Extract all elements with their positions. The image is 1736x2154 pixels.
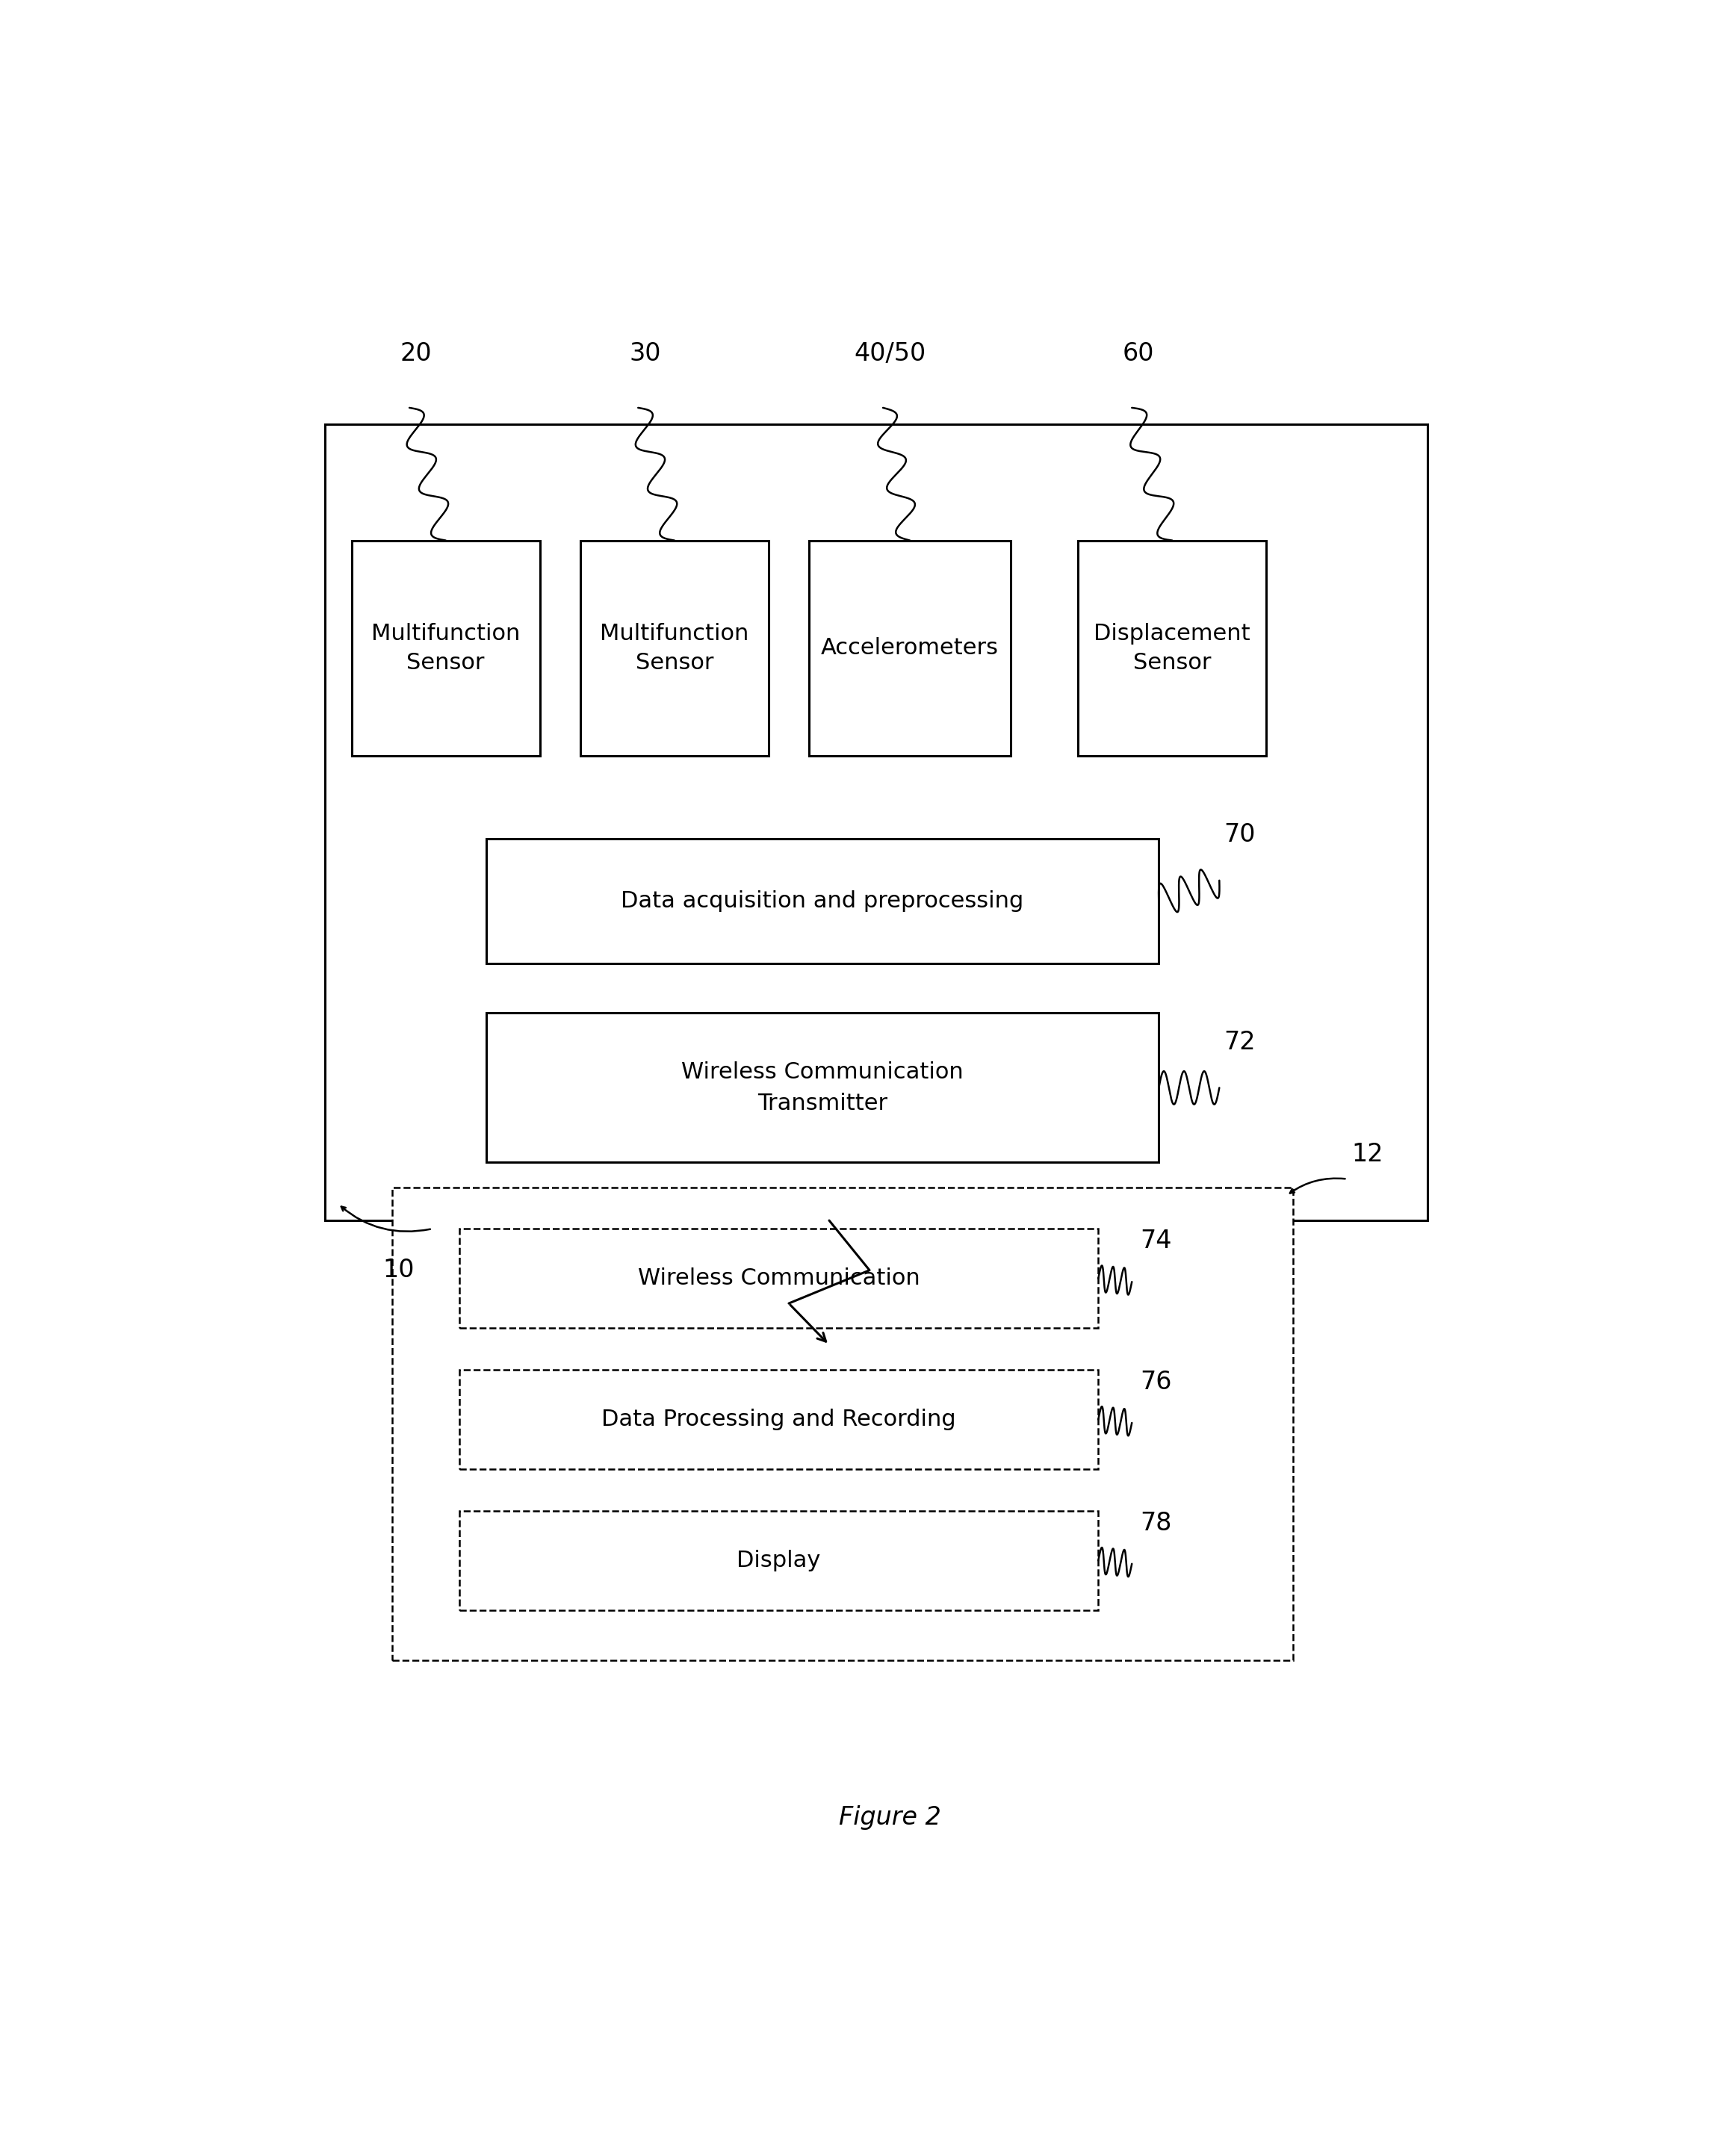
Text: Accelerometers: Accelerometers [821, 638, 998, 659]
Bar [392, 1187, 1293, 1661]
Text: Data acquisition and preprocessing: Data acquisition and preprocessing [621, 890, 1024, 911]
Text: Figure 2: Figure 2 [838, 1805, 941, 1831]
Bar [351, 541, 540, 756]
Text: 12: 12 [1351, 1142, 1384, 1167]
Text: 76: 76 [1141, 1370, 1172, 1394]
Text: 74: 74 [1141, 1230, 1172, 1254]
Text: Wireless Communication
Transmitter: Wireless Communication Transmitter [681, 1062, 963, 1114]
Text: 40/50: 40/50 [854, 342, 925, 366]
Bar [486, 1012, 1160, 1163]
Bar [809, 541, 1010, 756]
Text: Multifunction
Sensor: Multifunction Sensor [372, 623, 521, 674]
Text: 70: 70 [1224, 823, 1255, 847]
Text: 60: 60 [1123, 342, 1154, 366]
Bar [458, 1510, 1099, 1611]
Text: 78: 78 [1141, 1510, 1172, 1536]
Text: 20: 20 [401, 342, 432, 366]
Text: 72: 72 [1224, 1030, 1255, 1055]
Bar [486, 838, 1160, 963]
Bar [580, 541, 769, 756]
Text: Display: Display [736, 1549, 821, 1570]
Text: 10: 10 [382, 1258, 415, 1282]
Text: 30: 30 [628, 342, 661, 366]
Text: Multifunction
Sensor: Multifunction Sensor [601, 623, 748, 674]
Bar [325, 424, 1427, 1221]
Text: Wireless Communication: Wireless Communication [637, 1269, 920, 1290]
Bar [1078, 541, 1267, 756]
Bar [458, 1228, 1099, 1329]
Bar [458, 1370, 1099, 1469]
Text: Data Processing and Recording: Data Processing and Recording [601, 1409, 957, 1430]
Text: Displacement
Sensor: Displacement Sensor [1094, 623, 1250, 674]
